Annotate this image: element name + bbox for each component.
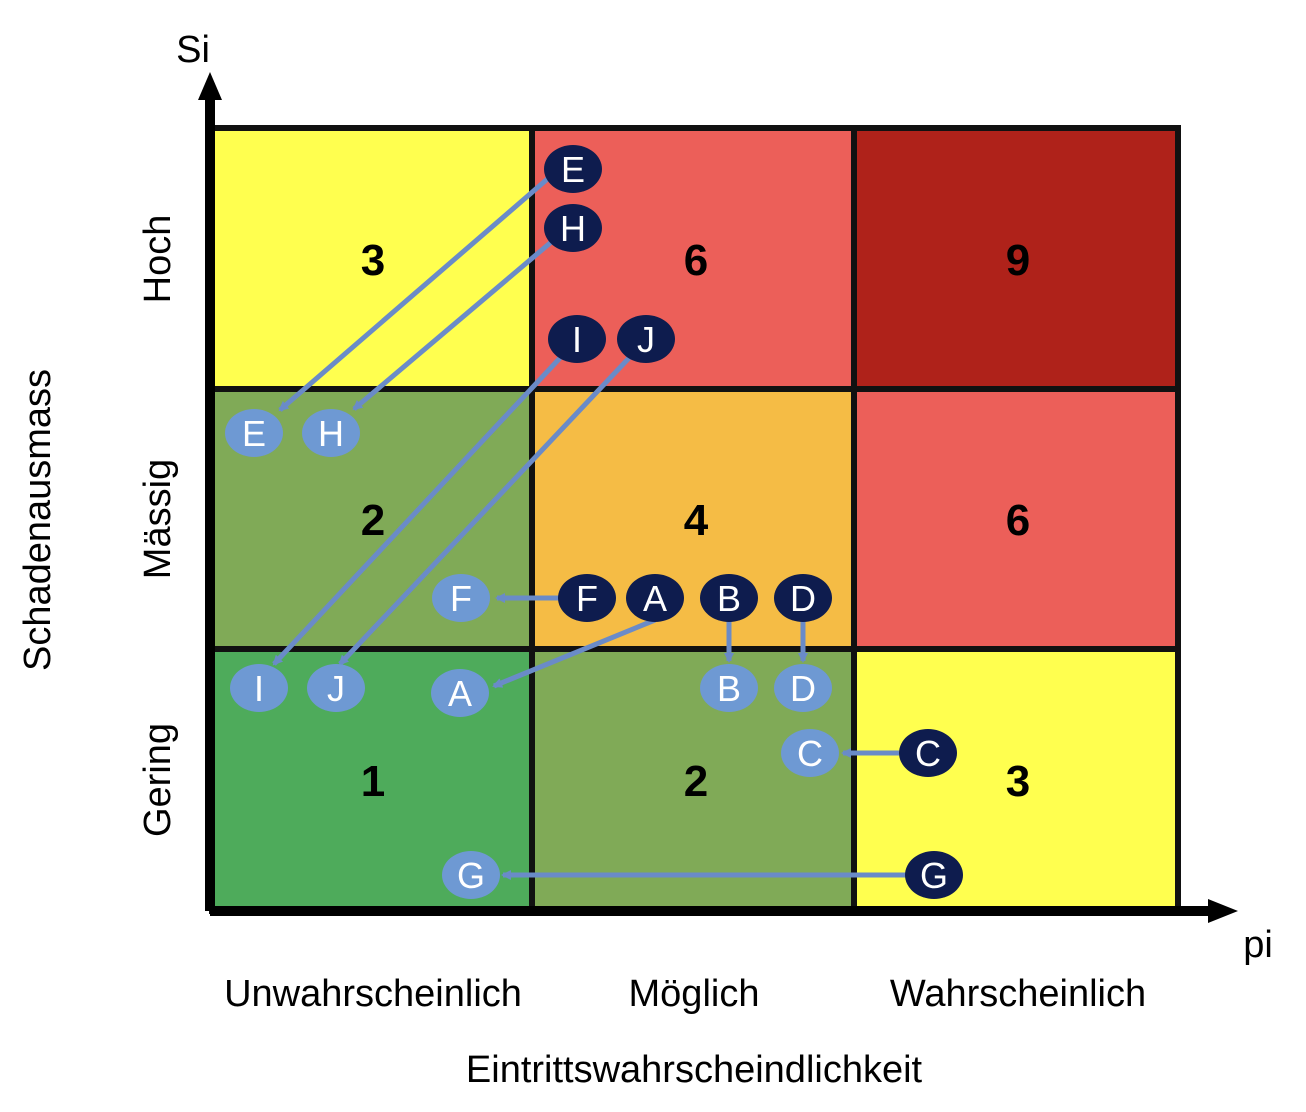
- marker-before-h[interactable]: H: [544, 204, 602, 252]
- marker-label: D: [790, 578, 816, 619]
- marker-after-f[interactable]: F: [432, 574, 490, 622]
- arrow-j: [338, 356, 631, 666]
- arrow-i: [272, 356, 562, 666]
- marker-after-j[interactable]: J: [307, 664, 365, 712]
- marker-after-d[interactable]: D: [774, 664, 832, 712]
- marker-label: D: [790, 668, 816, 709]
- arrow-a: [492, 617, 656, 689]
- marker-after-b[interactable]: B: [700, 664, 758, 712]
- marker-label: C: [797, 733, 823, 774]
- arrow-h: [352, 236, 558, 411]
- y-category-gering: Gering: [137, 723, 179, 837]
- marker-before-i[interactable]: I: [548, 315, 606, 363]
- marker-label: F: [450, 578, 472, 619]
- marker-label: A: [448, 673, 472, 714]
- cell-value-maessig-moeglich: 4: [684, 496, 709, 545]
- marker-after-e[interactable]: E: [225, 409, 283, 457]
- x-category-wahrscheinlich: Wahrscheinlich: [890, 973, 1146, 1015]
- marker-label: A: [643, 578, 667, 619]
- cell-value-gering-moeglich: 2: [684, 757, 708, 806]
- cell-maessig-wahrscheinlich: [854, 389, 1178, 649]
- y-axis-arrowhead: [198, 72, 222, 100]
- cell-hoch-wahrscheinlich: [854, 128, 1178, 389]
- arrow-e: [278, 173, 554, 412]
- movement-arrows: [272, 173, 906, 880]
- marker-label: J: [637, 319, 655, 360]
- marker-after-h[interactable]: H: [302, 409, 360, 457]
- marker-label: E: [242, 413, 266, 454]
- markers-before: E H I J F A B D C G: [544, 145, 963, 899]
- cell-value-hoch-wahrscheinlich: 9: [1006, 236, 1030, 285]
- marker-after-a[interactable]: A: [431, 669, 489, 717]
- x-arrow-label: pi: [1243, 924, 1273, 966]
- marker-label: H: [560, 208, 586, 249]
- marker-after-c[interactable]: C: [781, 729, 839, 777]
- marker-label: G: [920, 855, 948, 896]
- marker-label: F: [576, 578, 598, 619]
- marker-after-g[interactable]: G: [442, 851, 500, 899]
- marker-before-a[interactable]: A: [626, 574, 684, 622]
- cell-hoch-unwahrscheinlich: [212, 128, 532, 389]
- marker-label: B: [717, 668, 741, 709]
- marker-before-j[interactable]: J: [617, 315, 675, 363]
- y-category-hoch: Hoch: [137, 215, 179, 304]
- marker-after-i[interactable]: I: [230, 664, 288, 712]
- matrix-cells: [212, 128, 1178, 911]
- cell-value-hoch-moeglich: 6: [684, 236, 708, 285]
- axis-arrows: [198, 72, 1238, 923]
- y-axis-title: Schadenausmass: [17, 369, 59, 671]
- marker-label: G: [457, 855, 485, 896]
- marker-label: C: [915, 733, 941, 774]
- cell-value-maessig-unwahrscheinlich: 2: [361, 496, 385, 545]
- cell-value-maessig-wahrscheinlich: 6: [1006, 496, 1030, 545]
- marker-before-e[interactable]: E: [544, 145, 602, 193]
- marker-label: J: [327, 668, 345, 709]
- marker-label: I: [254, 668, 264, 709]
- cell-value-gering-unwahrscheinlich: 1: [361, 757, 385, 806]
- markers-after: E H I J F A B D C G: [225, 409, 839, 899]
- cell-value-hoch-unwahrscheinlich: 3: [361, 236, 385, 285]
- marker-label: E: [561, 149, 585, 190]
- y-category-maessig: Mässig: [137, 459, 179, 579]
- marker-label: H: [318, 413, 344, 454]
- x-axis-arrowhead: [1208, 899, 1238, 923]
- marker-label: I: [572, 319, 582, 360]
- marker-before-c[interactable]: C: [899, 729, 957, 777]
- marker-before-d[interactable]: D: [774, 574, 832, 622]
- x-category-moeglich: Möglich: [629, 973, 760, 1015]
- cell-values: 3 6 9 2 4 6 1 2 3: [361, 236, 1030, 806]
- x-axis-title: Eintrittswahrscheindlichkeit: [466, 1049, 923, 1091]
- marker-label: B: [717, 578, 741, 619]
- axis-labels: Si pi Schadenausmass Hoch Mässig Gering …: [17, 29, 1273, 1091]
- marker-before-b[interactable]: B: [700, 574, 758, 622]
- marker-before-f[interactable]: F: [558, 574, 616, 622]
- x-category-unwahrscheinlich: Unwahrscheinlich: [224, 973, 522, 1015]
- y-arrow-label: Si: [176, 29, 210, 71]
- cell-value-gering-wahrscheinlich: 3: [1006, 757, 1030, 806]
- marker-before-g[interactable]: G: [905, 851, 963, 899]
